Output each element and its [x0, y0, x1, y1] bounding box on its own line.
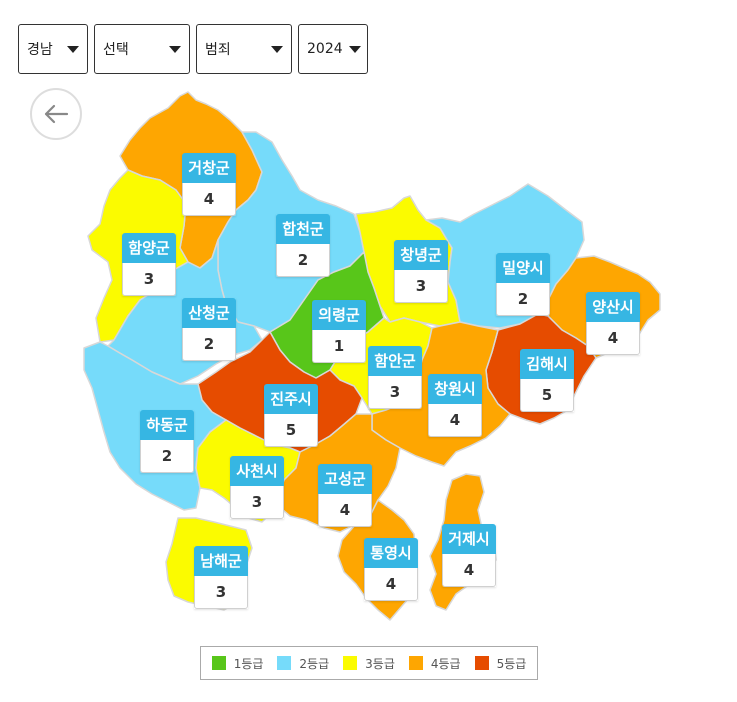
region-grade: 4 [442, 554, 496, 587]
region-label-tongyeong[interactable]: 통영시 4 [364, 538, 418, 601]
region-grade: 3 [194, 576, 248, 609]
region-name: 함양군 [122, 233, 176, 263]
region-name: 창원시 [428, 374, 482, 404]
region-name: 김해시 [520, 349, 574, 379]
region-name: 거창군 [182, 153, 236, 183]
category-select-value: 범죄 [205, 42, 231, 58]
region-name: 함안군 [368, 346, 422, 376]
legend-swatch [474, 656, 489, 670]
category-select[interactable]: 범죄 [196, 24, 292, 74]
legend-swatch [211, 656, 226, 670]
region-name: 양산시 [586, 292, 640, 322]
region-grade: 3 [230, 486, 284, 519]
year-select-value: 2024 [307, 41, 343, 57]
region-label-sancheong[interactable]: 산청군 2 [182, 298, 236, 361]
region-grade: 1 [312, 330, 366, 363]
region-name: 사천시 [230, 456, 284, 486]
region-grade: 2 [276, 244, 330, 277]
legend-swatch [277, 656, 292, 670]
region-label-namhae[interactable]: 남해군 3 [194, 546, 248, 609]
region-label-goseong[interactable]: 고성군 4 [318, 464, 372, 527]
region-grade: 4 [364, 568, 418, 601]
region-grade: 2 [140, 440, 194, 473]
back-button[interactable] [30, 88, 82, 140]
region-label-hadong[interactable]: 하동군 2 [140, 410, 194, 473]
region-name: 남해군 [194, 546, 248, 576]
region-grade: 4 [586, 322, 640, 355]
region-name: 하동군 [140, 410, 194, 440]
region-label-changnyeong[interactable]: 창녕군 3 [394, 240, 448, 303]
region-grade: 5 [520, 379, 574, 412]
region-grade: 2 [182, 328, 236, 361]
legend-label: 3등급 [365, 656, 395, 671]
legend-swatch [343, 656, 358, 670]
region-label-hamyang[interactable]: 함양군 3 [122, 233, 176, 296]
region-name: 진주시 [264, 384, 318, 414]
region-name: 통영시 [364, 538, 418, 568]
chevron-down-icon [67, 45, 79, 53]
legend-item: 3등급 [343, 655, 395, 672]
grade-legend: 1등급 2등급 3등급 4등급 5등급 [200, 646, 538, 680]
legend-item: 5등급 [474, 655, 527, 672]
region-name: 밀양시 [496, 253, 550, 283]
region-label-geochang[interactable]: 거창군 4 [182, 153, 236, 216]
legend-item: 4등급 [408, 655, 461, 672]
region-label-miryang[interactable]: 밀양시 2 [496, 253, 550, 316]
region-name: 창녕군 [394, 240, 448, 270]
region-grade: 4 [428, 404, 482, 437]
region-label-hapcheon[interactable]: 합천군 2 [276, 214, 330, 277]
city-select-value: 선택 [103, 42, 129, 58]
region-name: 고성군 [318, 464, 372, 494]
region-label-haman[interactable]: 함안군 3 [368, 346, 422, 409]
region-label-jinju[interactable]: 진주시 5 [264, 384, 318, 447]
region-label-yangsan[interactable]: 양산시 4 [586, 292, 640, 355]
legend-item: 2등급 [277, 655, 329, 672]
legend-label: 4등급 [430, 656, 461, 671]
region-label-gimhae[interactable]: 김해시 5 [520, 349, 574, 412]
region-name: 의령군 [312, 300, 366, 330]
region-name: 거제시 [442, 524, 496, 554]
region-grade: 3 [394, 270, 448, 303]
region-grade: 3 [368, 376, 422, 409]
legend-label: 1등급 [233, 656, 264, 671]
year-select[interactable]: 2024 [298, 24, 368, 74]
city-select[interactable]: 선택 [94, 24, 190, 74]
region-label-sacheon[interactable]: 사천시 3 [230, 456, 284, 519]
region-grade: 3 [122, 263, 176, 296]
legend-label: 5등급 [496, 656, 527, 671]
chevron-down-icon [271, 45, 283, 53]
legend-swatch [408, 656, 423, 670]
region-label-changwon[interactable]: 창원시 4 [428, 374, 482, 437]
region-grade: 5 [264, 414, 318, 447]
region-label-geoje[interactable]: 거제시 4 [442, 524, 496, 587]
arrow-left-icon [44, 104, 69, 124]
region-grade: 4 [318, 494, 372, 527]
chevron-down-icon [348, 45, 361, 53]
region-grade: 4 [182, 183, 236, 216]
legend-label: 2등급 [299, 656, 330, 671]
region-grade: 2 [496, 283, 550, 316]
region-name: 합천군 [276, 214, 330, 244]
chevron-down-icon [169, 45, 181, 53]
region-label-uiryeong[interactable]: 의령군 1 [312, 300, 366, 363]
legend-item: 1등급 [211, 655, 264, 672]
region-select[interactable]: 경남 [18, 24, 88, 74]
region-name: 산청군 [182, 298, 236, 328]
region-select-value: 경남 [27, 42, 53, 58]
